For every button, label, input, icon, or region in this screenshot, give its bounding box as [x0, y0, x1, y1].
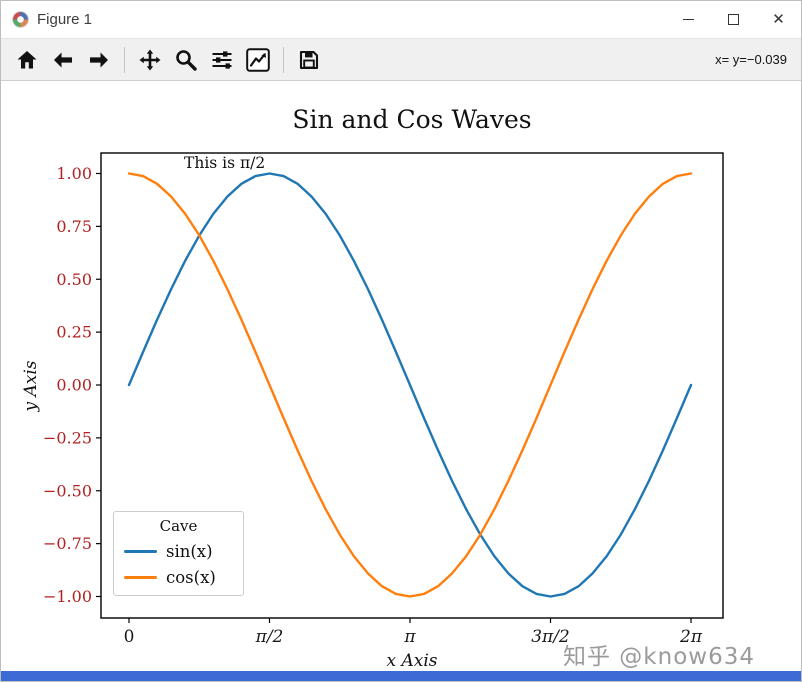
y-tick-label: −0.25	[43, 428, 92, 447]
close-button[interactable]: ✕	[756, 1, 801, 38]
back-button[interactable]	[46, 43, 80, 77]
y-tick-label: 0.75	[56, 217, 92, 236]
matplotlib-logo-icon	[12, 11, 29, 28]
legend-item-label: cos(x)	[166, 568, 216, 587]
zoom-button[interactable]	[169, 43, 203, 77]
x-tick-label: 3π/2	[531, 627, 570, 647]
minimize-icon	[683, 18, 694, 21]
pan-move-icon	[139, 49, 161, 70]
forward-button[interactable]	[82, 43, 116, 77]
legend-title: Cave	[159, 517, 198, 535]
y-tick-label: 1.00	[56, 164, 92, 183]
x-tick-label: π/2	[255, 627, 284, 647]
bottom-blue-strip	[1, 671, 801, 681]
zoom-magnifier-icon	[176, 49, 197, 71]
save-floppy-icon	[299, 50, 319, 69]
plot-canvas[interactable]: 0 π/2 π 3π/2 2π 1.00 0.75 0.50 0.25 0.00 −0.25 −0.5…	[1, 81, 802, 673]
x-axis-label: x Axis	[386, 651, 438, 671]
home-icon	[17, 50, 37, 68]
maximize-icon	[728, 14, 739, 25]
maximize-button[interactable]	[711, 1, 756, 38]
y-tick-label: −0.50	[43, 481, 92, 500]
zhihu-watermark: 知乎 @know634	[563, 644, 755, 670]
cursor-status-readout: x= y=−0.039	[715, 52, 787, 67]
sliders-icon	[212, 50, 232, 69]
plot-toolbar: x= y=−0.039	[1, 39, 801, 81]
sin-curve	[127, 172, 693, 598]
y-tick-label: 0.25	[56, 323, 92, 342]
x-tick-label: 0	[124, 627, 135, 647]
legend-item: cos(x)	[124, 568, 233, 587]
y-tick-label: −1.00	[43, 587, 92, 606]
legend-line-sample	[124, 576, 157, 579]
y-tick-label: −0.75	[43, 534, 92, 553]
toolbar-separator	[124, 46, 125, 73]
x-tick-label: π	[403, 627, 416, 647]
pan-button[interactable]	[133, 43, 167, 77]
window-title: Figure 1	[37, 11, 93, 28]
legend-line-sample	[124, 550, 157, 553]
y-tick-label: 0.50	[56, 270, 92, 289]
forward-arrow-icon	[90, 52, 108, 67]
y-tick-label: 0.00	[56, 376, 92, 395]
legend-item-label: sin(x)	[166, 542, 213, 561]
figure-canvas-area: Sin and Cos Waves 0 π/2 π 3π/2 2π 1.00 0.75 0.5…	[1, 81, 802, 673]
configure-subplots-button[interactable]	[205, 43, 239, 77]
home-button[interactable]	[10, 43, 44, 77]
window-title-bar: Figure 1 ✕	[1, 1, 801, 39]
legend: Cave sin(x) cos(x)	[113, 511, 244, 596]
close-icon: ✕	[772, 11, 785, 28]
chart-title: Sin and Cos Waves	[292, 105, 532, 134]
toolbar-separator	[283, 46, 284, 73]
back-arrow-icon	[54, 52, 72, 67]
x-tick-label: 2π	[679, 627, 703, 647]
minimize-button[interactable]	[666, 1, 711, 38]
legend-item: sin(x)	[124, 542, 233, 561]
window-controls: ✕	[666, 1, 801, 38]
line-chart-icon	[246, 47, 270, 72]
y-axis-label: y Axis	[21, 360, 41, 412]
cos-curve	[127, 172, 693, 598]
edit-parameters-button[interactable]	[241, 43, 275, 77]
plot-annotation: This is π/2	[184, 154, 266, 172]
save-button[interactable]	[292, 43, 326, 77]
